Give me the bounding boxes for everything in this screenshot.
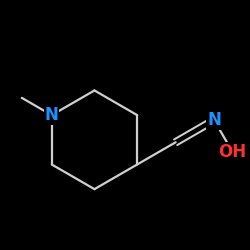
Text: OH: OH [218,143,247,161]
Text: N: N [45,106,59,124]
Text: N: N [207,111,221,129]
